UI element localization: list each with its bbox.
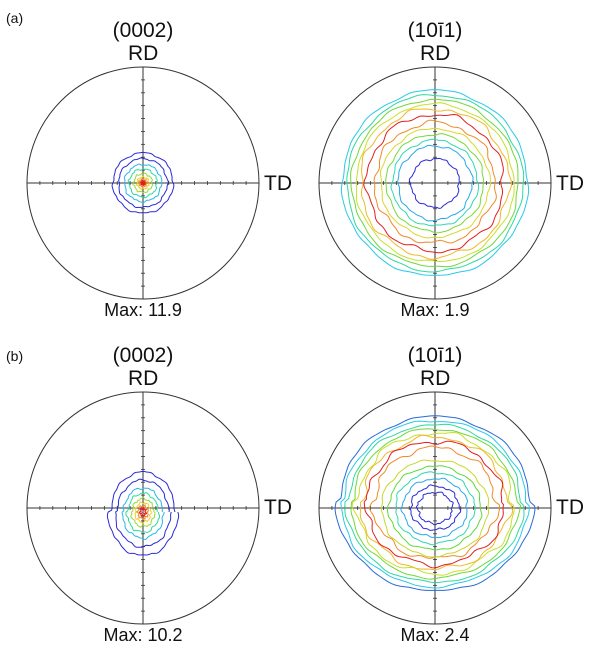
intensity-contour <box>373 119 497 244</box>
intensity-contour <box>385 133 485 234</box>
intensity-contour <box>408 157 460 209</box>
rd-label: RD <box>128 42 159 65</box>
pole-figure-10-11-b <box>318 391 552 625</box>
td-label: TD <box>264 172 292 195</box>
panel-b-label: (b) <box>6 348 24 364</box>
intensity-contour <box>125 492 161 534</box>
intensity-contour <box>390 138 480 227</box>
max-intensity-label: Max: 10.2 <box>103 625 183 645</box>
intensity-contour <box>334 415 536 591</box>
intensity-contour <box>123 163 163 204</box>
intensity-contour <box>135 504 149 520</box>
pole-figure-title: (10ī1) <box>407 344 463 367</box>
intensity-contour <box>360 108 513 260</box>
intensity-contour <box>400 477 468 539</box>
intensity-contour <box>135 175 150 190</box>
pole-figure-title: (0002) <box>112 344 174 367</box>
intensity-contour <box>138 178 148 189</box>
intensity-contour <box>363 113 504 254</box>
intensity-contour <box>363 440 505 569</box>
intensity-contour <box>121 487 165 541</box>
intensity-contour <box>355 102 515 262</box>
intensity-contour <box>386 465 483 551</box>
td-label: TD <box>556 172 584 195</box>
max-intensity-label: Max: 2.4 <box>400 625 470 645</box>
pole-figure-0002-a <box>26 66 260 300</box>
rd-label: RD <box>420 42 451 65</box>
intensity-contour <box>397 144 474 222</box>
intensity-contour <box>395 471 476 546</box>
td-label: TD <box>264 496 292 519</box>
intensity-contour <box>111 151 175 214</box>
pole-figure-title: (0002) <box>112 19 174 42</box>
rd-label: RD <box>128 367 159 390</box>
intensity-contour <box>132 172 154 194</box>
intensity-contour <box>379 127 491 239</box>
intensity-contour <box>380 459 490 558</box>
intensity-contour <box>346 94 525 273</box>
intensity-contour <box>344 423 525 584</box>
pole-figure-0002-b <box>26 391 260 625</box>
max-intensity-label: Max: 11.9 <box>104 300 182 320</box>
intensity-contour <box>127 168 158 199</box>
intensity-contour <box>130 496 156 528</box>
intensity-contour <box>134 501 153 524</box>
panel-a-label: (a) <box>6 10 24 26</box>
intensity-contour <box>340 420 530 589</box>
intensity-contour <box>340 89 530 276</box>
pole-figure-10-11-a <box>318 66 552 300</box>
max-intensity-label: Max: 1.9 <box>400 300 470 320</box>
intensity-contour <box>106 470 180 556</box>
intensity-contour <box>369 445 501 559</box>
intensity-contour <box>139 179 147 187</box>
intensity-contour <box>351 431 515 576</box>
intensity-contour <box>359 434 514 571</box>
rd-label: RD <box>420 367 451 390</box>
intensity-contour <box>115 478 172 548</box>
intensity-contour <box>409 484 462 531</box>
td-label: TD <box>556 496 584 519</box>
intensity-contour <box>415 491 454 526</box>
intensity-contour <box>118 157 169 208</box>
intensity-contour <box>350 428 522 580</box>
pole-figure-title: (10ī1) <box>407 19 463 42</box>
intensity-contour <box>138 507 148 518</box>
intensity-contour <box>350 98 519 268</box>
